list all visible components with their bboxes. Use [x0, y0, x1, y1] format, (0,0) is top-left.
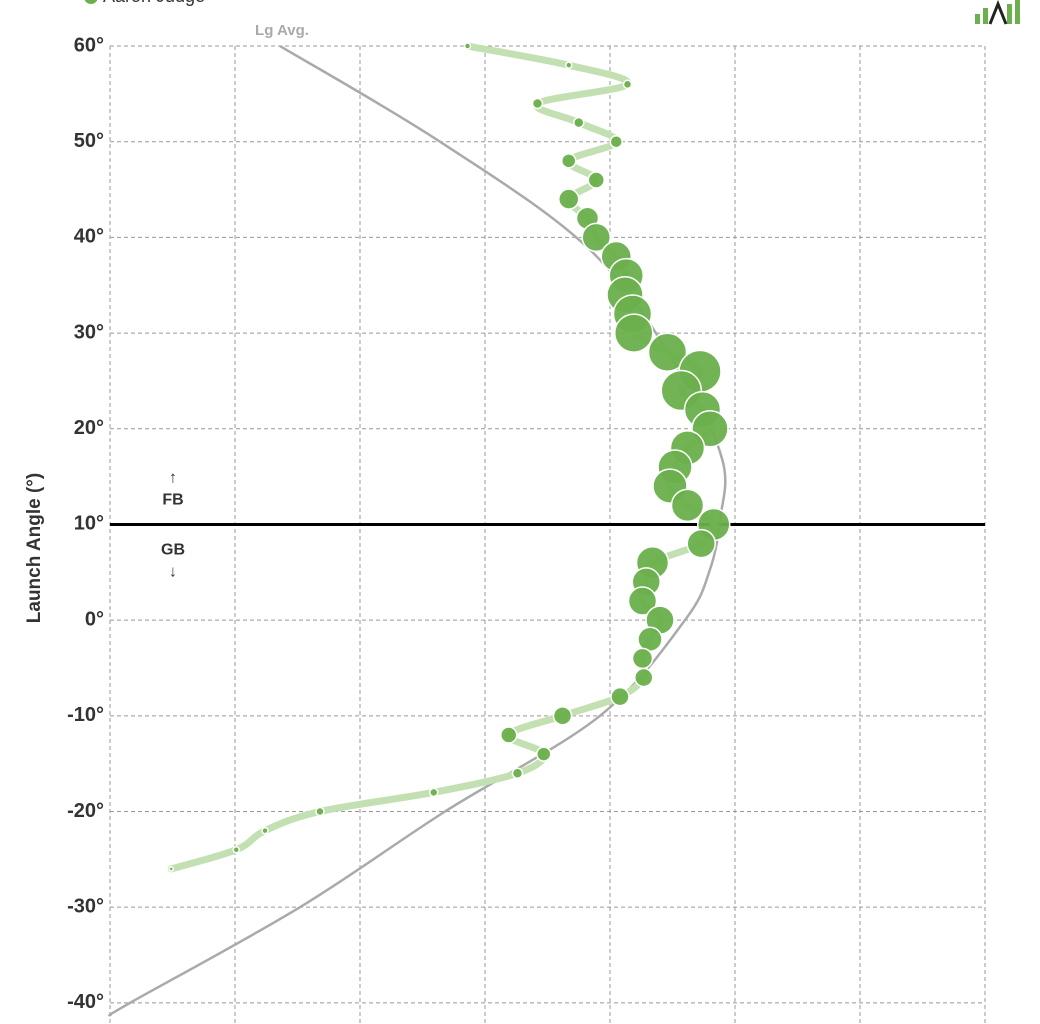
bubble [686, 528, 716, 559]
bubble [637, 626, 663, 653]
y-tick-label: 0° [85, 608, 104, 630]
bubble [631, 647, 654, 670]
bubble [429, 787, 439, 798]
bubble [500, 726, 518, 744]
y-tick-label: -30° [67, 895, 104, 917]
bubble [561, 153, 577, 169]
bubble [581, 222, 611, 253]
y-tick-label: 50° [74, 130, 104, 152]
bubble [261, 826, 269, 835]
legend-label: Aaron Judge [103, 0, 205, 6]
legend-marker [84, 0, 98, 4]
bubble [647, 332, 688, 372]
reference-label: Lg Avg. [255, 22, 309, 39]
bubble [670, 488, 705, 523]
y-tick-label: -40° [67, 991, 104, 1013]
reference-line [108, 44, 727, 1017]
series-line [167, 42, 718, 873]
y-tick-label: 10° [74, 513, 104, 535]
bubble [463, 42, 472, 50]
bubble [565, 61, 573, 69]
y-tick-label: -20° [67, 800, 104, 822]
y-tick-label: -10° [67, 704, 104, 726]
bubble [511, 767, 524, 779]
bubble [614, 313, 654, 353]
annotation-arrow: ↓ [169, 564, 177, 581]
bubble [558, 188, 580, 210]
bubble [315, 806, 325, 817]
bubble [232, 846, 240, 854]
y-tick-label: 20° [74, 417, 104, 439]
bubble [573, 116, 585, 129]
y-tick-label: 40° [74, 226, 104, 248]
bubble [610, 686, 630, 707]
logo [975, 0, 1020, 25]
annotation: FB [162, 492, 183, 509]
annotation: GB [161, 542, 185, 559]
bubble [536, 746, 552, 762]
bubble [531, 97, 544, 110]
bubble [168, 866, 174, 872]
bubble [634, 667, 654, 688]
bubble [627, 586, 658, 616]
y-tick-label: 60° [74, 34, 104, 56]
bubble [622, 79, 633, 90]
bubble [552, 706, 573, 726]
bubble [587, 171, 605, 189]
y-tick-label: 30° [74, 321, 104, 343]
annotation-arrow: ↑ [169, 470, 177, 487]
bubble [609, 134, 623, 149]
y-axis-label: Launch Angle (°) [24, 473, 45, 623]
